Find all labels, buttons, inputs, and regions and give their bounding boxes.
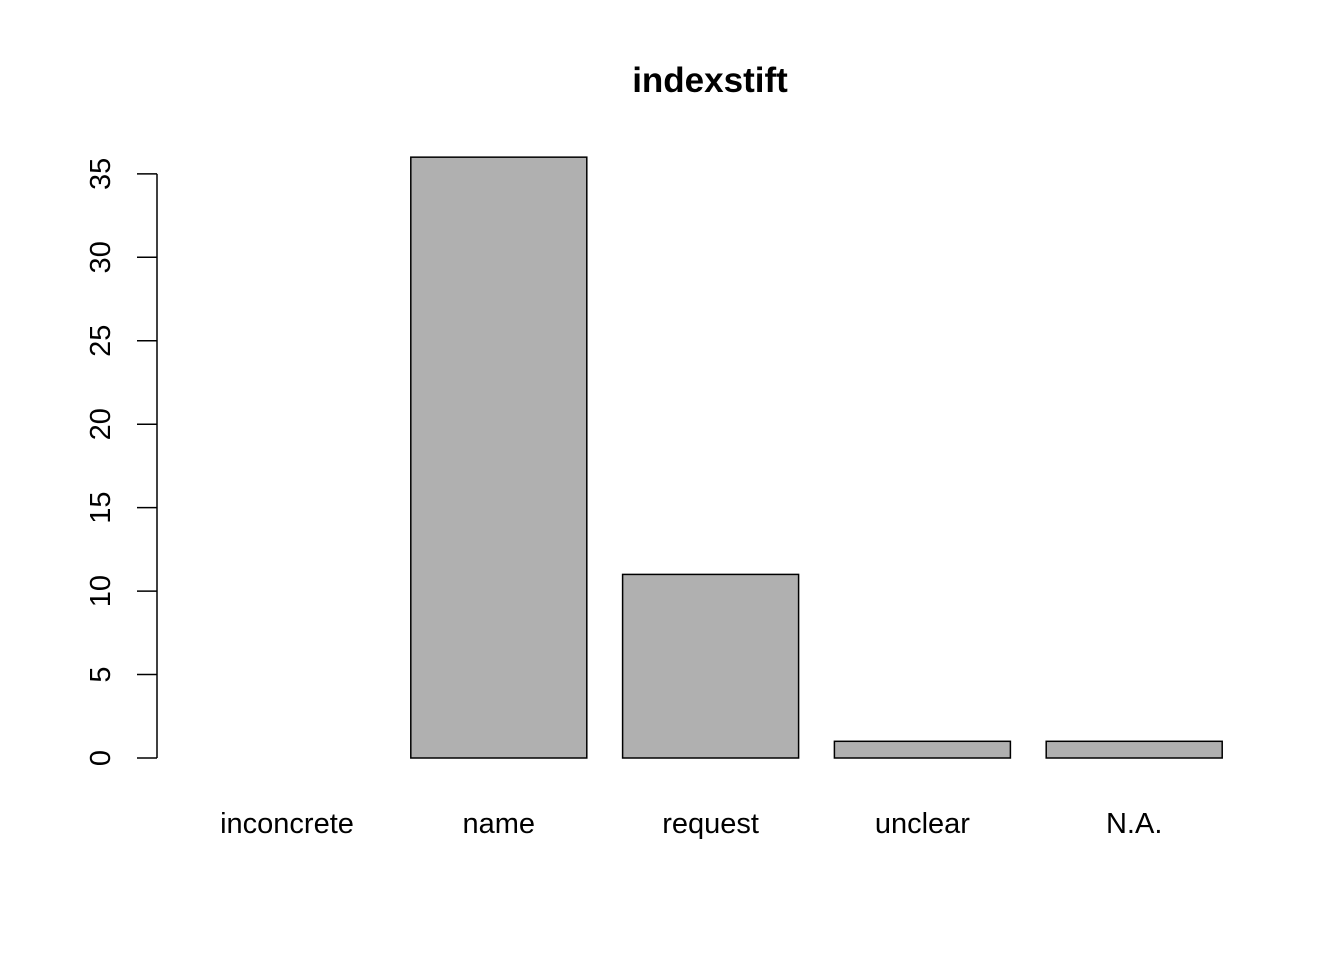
y-tick-label: 35	[85, 158, 117, 190]
category-label: unclear	[875, 808, 970, 840]
bars-group	[410, 156, 1223, 759]
y-tick-label: 20	[85, 408, 117, 440]
category-label: N.A.	[1106, 808, 1162, 840]
bar-request	[621, 573, 800, 759]
y-tick-label: 25	[85, 325, 117, 357]
y-tick-label: 30	[85, 241, 117, 273]
y-axis: 0 5 10 15 20 25 30 35	[85, 158, 158, 766]
chart-title: indexstift	[632, 61, 788, 100]
bar-n-a	[1045, 740, 1223, 759]
category-label: inconcrete	[220, 808, 354, 840]
category-label: name	[463, 808, 536, 840]
bar-unclear	[833, 740, 1012, 759]
y-tick-label: 0	[85, 750, 117, 766]
y-tick-label: 15	[85, 492, 117, 524]
y-tick-label: 5	[85, 666, 117, 682]
bar-name	[410, 156, 588, 759]
category-labels: inconcrete name request unclear N.A.	[220, 808, 1162, 840]
y-tick-label: 10	[85, 575, 117, 607]
category-label: request	[662, 808, 759, 840]
